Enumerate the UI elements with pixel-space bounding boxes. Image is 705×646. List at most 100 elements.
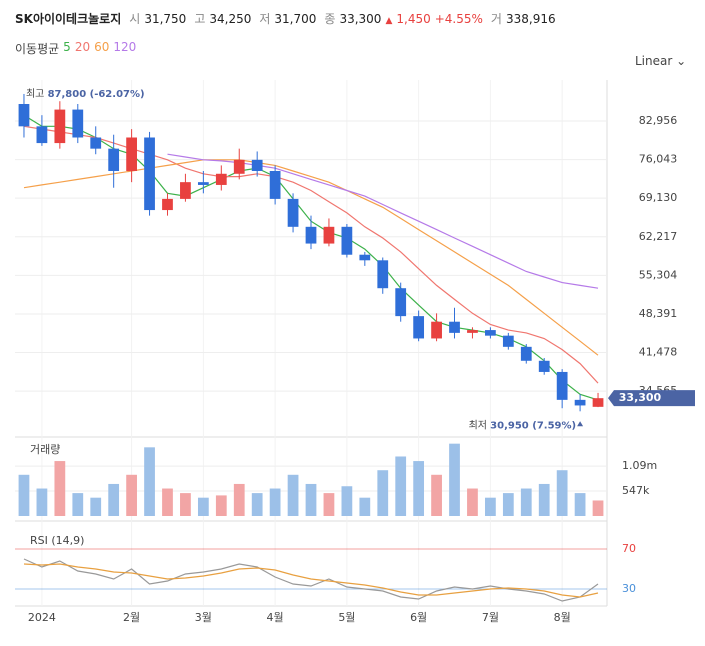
candle-body (377, 260, 389, 289)
candle-body (520, 346, 532, 361)
label: 저 (259, 12, 271, 26)
scale-selector[interactable]: Linear ⌄ (635, 54, 686, 68)
volume-bar (538, 483, 550, 516)
y-tick-label: 55,304 (639, 268, 678, 281)
candle-body (162, 198, 173, 211)
volume-bar (467, 488, 478, 516)
candle-body (323, 226, 335, 244)
x-tick-label: 4월 (267, 611, 284, 624)
label: 시 (129, 12, 141, 26)
scale-label[interactable]: Linear (635, 54, 673, 68)
y-tick-label: 62,217 (639, 230, 678, 243)
low-annotation: 최저 30,950 (7.59%) (469, 419, 577, 431)
volume-bar (377, 470, 389, 516)
volume-bar (395, 456, 407, 516)
up-arrow: ▲ (385, 16, 393, 26)
candle-body (72, 109, 84, 138)
x-tick-label: 5월 (338, 611, 355, 624)
chevron: ⌄ (676, 54, 687, 68)
legend-entry[interactable]: 60 (94, 40, 110, 54)
volume-bar (215, 495, 227, 516)
x-tick-label: 6월 (410, 611, 427, 624)
price-tag (608, 390, 695, 407)
value: 87,800 (-62.07%) (48, 89, 145, 100)
volume-bar (323, 493, 335, 516)
volume-bar (341, 486, 353, 516)
price-tag-label: 33,300 (619, 391, 662, 404)
value: 33,300 (339, 12, 382, 26)
candle-body (305, 226, 317, 244)
y-tick-label: 30 (622, 582, 636, 595)
candle-body (359, 254, 371, 261)
volume-bar (18, 474, 30, 516)
volume-bar (90, 497, 102, 516)
volume-bar (449, 443, 460, 516)
candle-body (233, 159, 245, 174)
volume-bar (359, 497, 371, 516)
volume-bar (556, 470, 568, 516)
candle-body (54, 109, 66, 144)
candle-body (395, 288, 407, 317)
volume-bar (413, 461, 425, 516)
legend-entry[interactable]: 120 (113, 40, 137, 54)
candle-body (215, 173, 227, 185)
legend-entry[interactable]: 20 (74, 40, 91, 54)
high-annotation: 최고 87,800 (-62.07%) (26, 88, 145, 100)
candle-body (251, 159, 263, 171)
line (23, 563, 599, 598)
candle-body (485, 330, 496, 336)
y-tick-label: 41,478 (639, 346, 678, 359)
x-tick-label: 3월 (195, 611, 212, 624)
candle-body (538, 360, 550, 372)
volume-bar (251, 493, 263, 516)
candle-body (90, 137, 102, 149)
value: 31,750 (144, 12, 187, 26)
candle-body (18, 104, 30, 127)
candle-body (287, 198, 299, 227)
label: 최고 (26, 88, 44, 100)
low-marker (577, 421, 584, 427)
y-tick-label: 70 (622, 542, 636, 555)
legend-title: 이동평균 (15, 42, 60, 56)
change-pct: +4.55% (434, 12, 483, 26)
candle-body (341, 226, 353, 255)
label: 종 (324, 12, 336, 26)
candle-body (144, 137, 155, 211)
volume-bar (180, 493, 191, 516)
volume-bar (431, 474, 442, 516)
label: 최저 (469, 419, 487, 431)
candle-body (431, 321, 442, 339)
candle-body (467, 330, 478, 333)
line (23, 125, 599, 384)
y-tick-label: 48,391 (639, 307, 678, 320)
x-tick-label: 8월 (554, 611, 571, 624)
candle-body (449, 321, 460, 333)
volume-bar (520, 488, 532, 516)
panel-title: 거래량 (30, 443, 60, 456)
y-tick-label: 76,043 (639, 153, 678, 166)
volume-bar (162, 488, 173, 516)
panel-title: RSI (14,9) (30, 534, 84, 547)
volume-bar (269, 488, 281, 516)
y-tick-label: 82,956 (639, 114, 678, 127)
candle-body (197, 182, 209, 185)
volume-bar (144, 447, 155, 516)
volume-bar (126, 474, 137, 516)
volume-bar (108, 483, 120, 516)
value: 34,250 (209, 12, 252, 26)
candle-body (108, 148, 120, 171)
value: 31,700 (274, 12, 317, 26)
ma-legend: 이동평균 5 20 60 120 (15, 40, 136, 57)
label: 고 (194, 12, 206, 26)
candle-body (180, 182, 191, 199)
header: SK아이이테크놀로지 시 31,750 고 34,250 저 31,700 종 33,3… (15, 10, 556, 27)
candle-body (126, 137, 137, 171)
legend-entry[interactable]: 5 (63, 40, 71, 54)
line (23, 159, 599, 356)
y-tick-label: 1.09m (622, 459, 657, 472)
volume-bar (305, 483, 317, 516)
candle-body (556, 371, 568, 400)
candle-body (36, 126, 48, 144)
